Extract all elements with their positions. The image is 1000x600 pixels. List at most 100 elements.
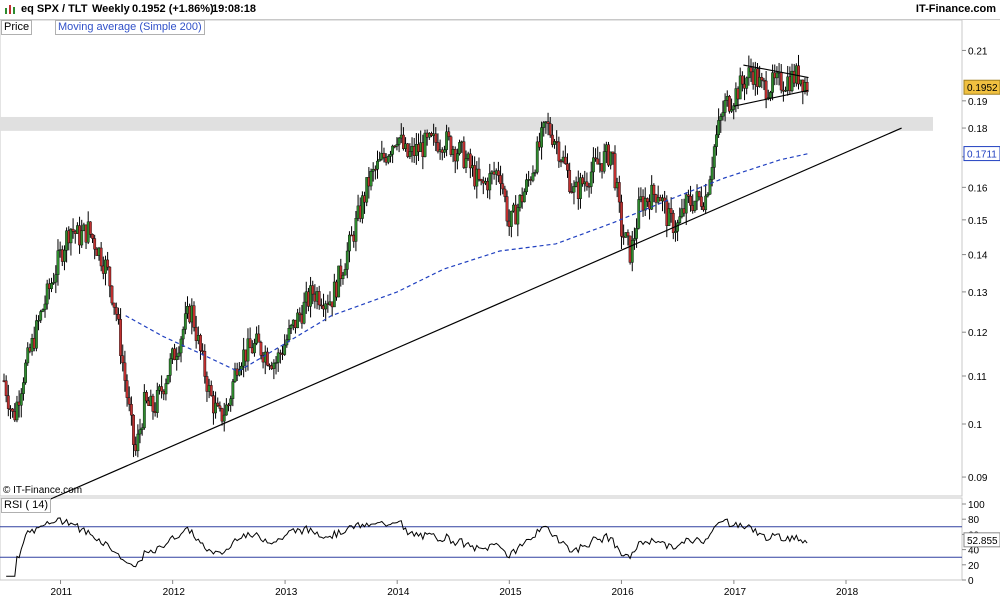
candle-body	[106, 259, 110, 268]
candle-body	[678, 216, 682, 223]
candle-body	[758, 77, 762, 87]
candle-body	[199, 335, 202, 352]
candle-body	[15, 401, 19, 421]
triangle-upper-line	[743, 64, 809, 79]
candle-body	[434, 133, 438, 143]
candle-body	[192, 305, 196, 328]
candle-body	[497, 170, 500, 176]
candle-body	[589, 171, 593, 187]
candle-body	[704, 195, 708, 211]
candle-body	[121, 355, 125, 364]
candle-body	[585, 181, 589, 187]
rsi-value-tag	[963, 532, 1000, 548]
candle-body	[443, 149, 446, 153]
candle-body	[253, 343, 256, 354]
candle-body	[287, 328, 291, 340]
candle-body	[218, 405, 222, 409]
candle-body	[626, 232, 630, 237]
candle-body	[747, 67, 751, 79]
candle-body	[69, 228, 73, 244]
candle-body	[203, 350, 207, 377]
last-price-tag-label: 0.1952	[967, 83, 998, 94]
candle-body	[272, 362, 276, 369]
candle-body	[382, 152, 386, 158]
candle-body	[173, 348, 176, 361]
candle-body	[229, 398, 233, 406]
candle-body	[740, 75, 744, 85]
candle-body	[125, 380, 129, 398]
candle-body	[771, 72, 774, 93]
candle-body	[436, 142, 440, 152]
bar-chart-icon[interactable]	[4, 4, 16, 14]
brand-label: IT-Finance.com	[915, 3, 996, 15]
candle-body	[717, 120, 721, 136]
candle-body	[276, 352, 280, 363]
rsi-tick-label: 80	[968, 515, 980, 526]
candle-body	[503, 188, 507, 197]
candle-body	[669, 208, 673, 214]
candle-body	[220, 408, 224, 422]
price-tick-label: 0.14	[968, 251, 988, 262]
price-tick-label: 0.18	[968, 124, 988, 135]
candle-body	[41, 309, 45, 312]
price-tick-label: 0.09	[968, 473, 988, 484]
candle-body	[296, 312, 300, 329]
candle-body	[289, 324, 293, 329]
candle-body	[732, 105, 736, 110]
candle-body	[568, 170, 572, 193]
candle-body	[708, 179, 712, 195]
candle-body	[402, 134, 405, 149]
price-tick-label: 0.15	[968, 216, 988, 227]
candle-body	[132, 414, 135, 445]
candle-body	[397, 137, 401, 145]
candle-body	[127, 397, 131, 405]
watermark: © IT-Finance.com	[3, 485, 83, 496]
candle-body	[611, 151, 615, 154]
candle-body	[319, 304, 323, 307]
candle-body	[45, 283, 49, 305]
candle-body	[365, 177, 369, 203]
candle-body	[501, 183, 505, 190]
price-panel-frame	[0, 19, 963, 497]
candle-body	[123, 362, 127, 381]
price-tick-label: 0.12	[968, 328, 988, 339]
rsi-tick-label: 40	[968, 546, 980, 557]
candle-body	[645, 198, 649, 202]
time-tick-label: 2011	[51, 587, 73, 598]
candle-body	[259, 342, 263, 356]
support-trendline	[41, 127, 902, 504]
rsi-value-tag-label: 52.855	[967, 536, 998, 547]
candle-body	[449, 136, 453, 155]
period-label[interactable]: Weekly	[92, 3, 130, 15]
candle-body	[712, 146, 716, 168]
candle-body	[550, 134, 554, 145]
candle-body	[633, 238, 636, 241]
candle-body	[99, 247, 103, 267]
candle-body	[93, 238, 97, 250]
candle-body	[693, 200, 697, 211]
time-tick-label: 2015	[499, 587, 522, 598]
candle-body	[119, 319, 122, 356]
candle-body	[581, 177, 585, 185]
moving-average-line	[125, 152, 809, 373]
candle-body	[360, 195, 364, 219]
candle-body	[423, 132, 427, 157]
candle-body	[246, 338, 250, 362]
candle-body	[114, 307, 118, 315]
candle-body	[80, 230, 84, 246]
moving-average-legend[interactable]: Moving average (Simple 200)	[55, 20, 205, 35]
candle-body	[499, 175, 502, 184]
candle-body	[779, 71, 783, 91]
rsi-legend[interactable]: RSI ( 14)	[1, 498, 52, 513]
candle-body	[88, 221, 92, 235]
support-band	[0, 116, 933, 131]
candle-body	[345, 250, 349, 270]
candle-body	[579, 177, 582, 199]
price-legend[interactable]: Price	[1, 20, 33, 35]
candle-body	[160, 386, 164, 392]
candle-body	[168, 358, 172, 376]
time-label: 19:08:18	[212, 3, 257, 15]
candle-body	[522, 191, 526, 203]
candle-body	[140, 427, 144, 430]
candle-body	[181, 329, 185, 340]
